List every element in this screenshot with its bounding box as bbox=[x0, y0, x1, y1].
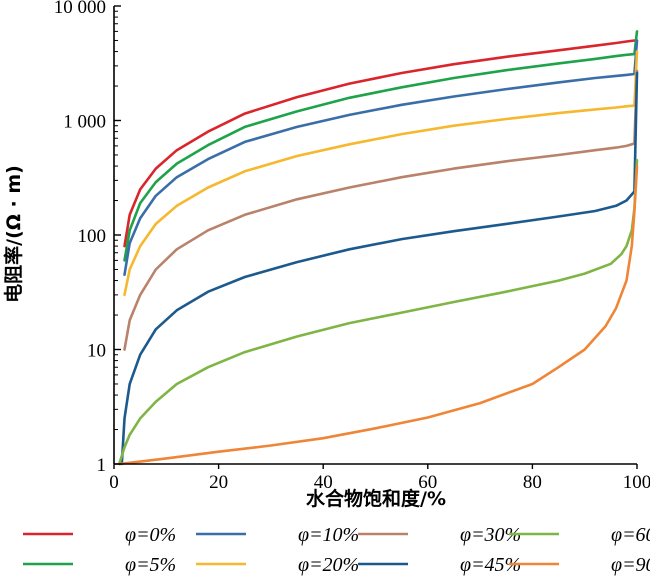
series-line-0 bbox=[123, 39, 636, 248]
legend-label-1: φ=5% bbox=[125, 554, 176, 576]
legend-label-2: φ=10% bbox=[298, 524, 359, 546]
legend-label-3: φ=20% bbox=[298, 554, 359, 576]
x-tick-label-0: 0 bbox=[109, 472, 119, 493]
plot-lines bbox=[117, 30, 639, 466]
x-tick-label-2: 40 bbox=[314, 472, 333, 493]
y-tick-label-4: 10 000 bbox=[54, 0, 106, 18]
x-ticks: 0 20 40 60 80 100 bbox=[109, 464, 650, 493]
series-line-5 bbox=[120, 71, 639, 466]
x-tick-label-3: 60 bbox=[418, 472, 437, 493]
x-tick-label-1: 20 bbox=[209, 472, 228, 493]
legend-label-6: φ=60% bbox=[611, 524, 650, 546]
series-line-3 bbox=[123, 50, 639, 297]
x-tick-label-4: 80 bbox=[523, 472, 542, 493]
y-tick-label-1: 10 bbox=[87, 341, 106, 362]
series-line-2 bbox=[123, 39, 639, 276]
y-tick-label-0: 1 bbox=[97, 455, 107, 476]
legend-label-7: φ=90% bbox=[611, 554, 650, 576]
y-ticks: 1 10 100 1 000 10 000 bbox=[54, 0, 121, 476]
y-tick-label-2: 100 bbox=[78, 226, 107, 247]
series-line-4 bbox=[123, 69, 639, 351]
legend-label-5: φ=45% bbox=[460, 554, 521, 576]
legend-label-4: φ=30% bbox=[460, 524, 521, 546]
series-line-6 bbox=[117, 158, 639, 466]
series-line-1 bbox=[123, 30, 639, 262]
x-axis-label: 水合物饱和度/% bbox=[306, 487, 446, 510]
legend: φ=0% φ=10% φ=30% φ=60% φ=5% φ=20% φ=45% φ=90% bbox=[23, 524, 650, 576]
legend-label-0: φ=0% bbox=[125, 524, 176, 546]
y-tick-label-3: 1 000 bbox=[63, 112, 106, 133]
series-line-7 bbox=[117, 164, 639, 466]
axes bbox=[113, 6, 637, 465]
x-tick-label-5: 100 bbox=[623, 472, 650, 493]
y-axis-label: 电阻率/(Ω · m) bbox=[2, 165, 25, 303]
